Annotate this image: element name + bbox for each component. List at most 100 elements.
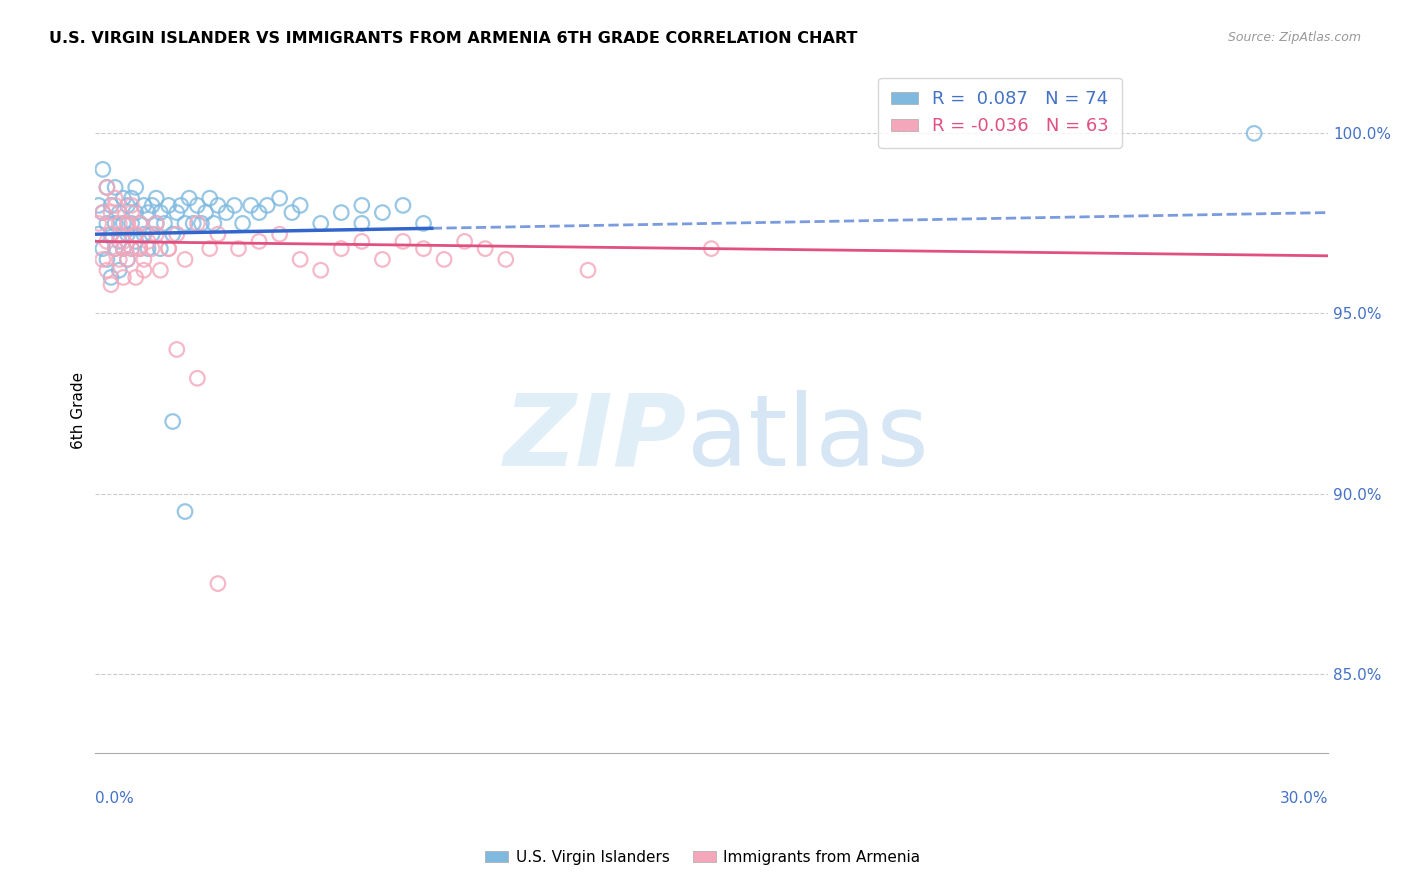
Point [224, 198, 246, 212]
Point [112, 216, 135, 230]
Point [392, 235, 415, 249]
Point [100, 277, 122, 292]
Point [117, 227, 139, 242]
Point [112, 242, 135, 256]
Point [108, 252, 131, 267]
Point [117, 198, 139, 212]
Point [309, 263, 332, 277]
Point [108, 235, 131, 249]
Point [132, 227, 155, 242]
Point [330, 242, 353, 256]
Point [96, 252, 118, 267]
Point [162, 415, 184, 429]
Point [128, 216, 150, 230]
Point [215, 205, 238, 219]
Point [125, 270, 148, 285]
Point [91, 162, 114, 177]
Point [117, 216, 139, 230]
Point [186, 198, 208, 212]
Point [392, 198, 415, 212]
Point [100, 227, 122, 242]
Point [181, 216, 204, 230]
Point [117, 252, 139, 267]
Point [330, 205, 353, 219]
Point [157, 242, 180, 256]
Point [121, 205, 143, 219]
Point [104, 180, 127, 194]
Point [190, 216, 212, 230]
Point [125, 227, 148, 242]
Point [207, 198, 229, 212]
Point [128, 242, 150, 256]
Point [128, 216, 150, 230]
Point [350, 216, 373, 230]
Point [412, 242, 434, 256]
Point [141, 227, 163, 242]
Point [1243, 126, 1265, 140]
Point [174, 216, 197, 230]
Point [453, 235, 475, 249]
Point [247, 205, 270, 219]
Point [96, 263, 118, 277]
Point [145, 191, 167, 205]
Point [141, 198, 163, 212]
Point [269, 191, 291, 205]
Point [112, 235, 135, 249]
Point [121, 242, 143, 256]
Point [132, 198, 155, 212]
Point [104, 198, 127, 212]
Point [495, 252, 517, 267]
Point [104, 191, 127, 205]
Point [100, 198, 122, 212]
Point [121, 191, 143, 205]
Point [112, 270, 135, 285]
Point [117, 216, 139, 230]
Point [269, 227, 291, 242]
Point [207, 576, 229, 591]
Point [125, 205, 148, 219]
Point [145, 216, 167, 230]
Point [91, 205, 114, 219]
Point [228, 242, 250, 256]
Point [433, 252, 456, 267]
Point [186, 216, 208, 230]
Point [174, 504, 197, 518]
Point [91, 252, 114, 267]
Point [149, 263, 172, 277]
Text: 30.0%: 30.0% [1279, 790, 1329, 805]
Point [157, 242, 180, 256]
Legend: R =  0.087   N = 74, R = -0.036   N = 63: R = 0.087 N = 74, R = -0.036 N = 63 [879, 78, 1122, 148]
Point [256, 198, 278, 212]
Point [412, 216, 434, 230]
Point [186, 371, 208, 385]
Point [121, 216, 143, 230]
Point [281, 205, 304, 219]
Point [166, 205, 188, 219]
Text: Source: ZipAtlas.com: Source: ZipAtlas.com [1227, 31, 1361, 45]
Point [121, 198, 143, 212]
Point [96, 180, 118, 194]
Point [108, 216, 131, 230]
Legend: U.S. Virgin Islanders, Immigrants from Armenia: U.S. Virgin Islanders, Immigrants from A… [479, 844, 927, 871]
Point [136, 235, 159, 249]
Point [100, 270, 122, 285]
Text: atlas: atlas [686, 390, 928, 486]
Point [145, 216, 167, 230]
Point [198, 191, 221, 205]
Point [166, 227, 188, 242]
Point [239, 198, 262, 212]
Point [149, 242, 172, 256]
Point [87, 227, 110, 242]
Point [207, 227, 229, 242]
Point [125, 180, 148, 194]
Point [104, 242, 127, 256]
Point [104, 216, 127, 230]
Point [371, 205, 394, 219]
Point [117, 252, 139, 267]
Point [474, 242, 496, 256]
Point [288, 252, 311, 267]
Point [157, 198, 180, 212]
Point [100, 205, 122, 219]
Point [162, 227, 184, 242]
Point [166, 343, 188, 357]
